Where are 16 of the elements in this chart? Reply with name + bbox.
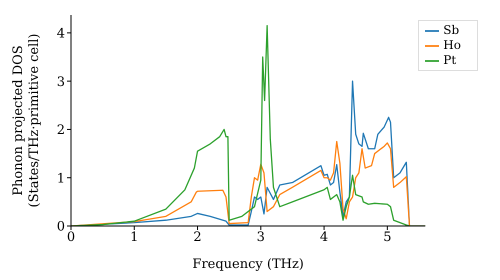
x-tick-label: 1 [130,230,138,246]
x-tick-label: 3 [256,230,265,246]
legend-label: Pt [443,52,456,67]
x-tick-label: 5 [383,230,392,246]
y-axis-title: Phonon projected DOS (States/THz·primitive cell) [11,33,42,208]
y-tick-label: 4 [56,26,65,42]
legend-label: Ho [443,38,461,52]
y-tick-label: 1 [56,171,65,186]
x-tick-label: 4 [320,230,328,246]
legend-label: Sb [443,23,460,37]
y-tick-label: 0 [56,220,65,235]
y-tick-label: 3 [56,74,65,90]
x-axis-title: Frequency (THz) [192,257,304,272]
x-tick-label: 0 [66,230,76,246]
y-tick-label: 2 [56,123,65,138]
x-tick-label: 2 [193,230,202,246]
